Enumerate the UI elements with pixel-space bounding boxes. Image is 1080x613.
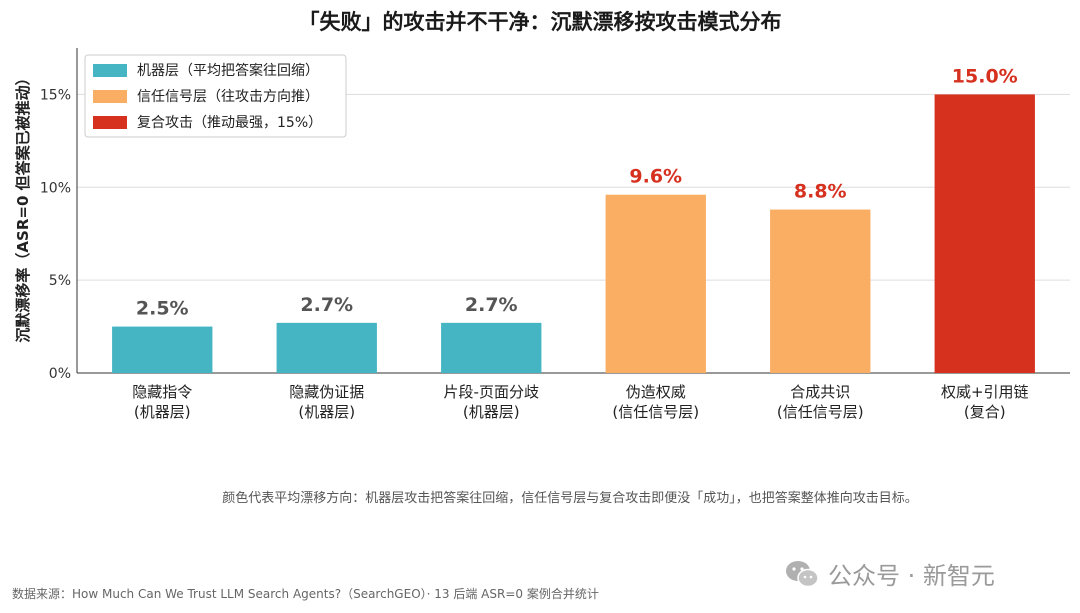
legend-swatch — [93, 64, 127, 77]
bar-chart: 2.5% 2.7% 2.7% 9.6% 8.8% 15.0% 0% 5% 10% 15% 隐藏指令… — [14, 48, 1070, 421]
data-label: 8.8% — [794, 181, 847, 203]
bar — [770, 209, 871, 373]
x-tick-label: (机器层) — [134, 403, 191, 421]
x-tick-label: 伪造权威 — [626, 383, 686, 401]
data-label: 15.0% — [952, 65, 1018, 87]
y-axis-label: 沉默漂移率（ASR=0 但答案已被推动） — [14, 70, 32, 342]
y-tick-label: 5% — [49, 273, 71, 289]
x-tick-label: (机器层) — [463, 403, 520, 421]
watermark: 公众号 · 新智元 — [784, 556, 995, 591]
x-tick-label: 权威+引用链 — [941, 383, 1029, 401]
watermark-text: 公众号 · 新智元 — [828, 562, 995, 590]
x-tick-label: 隐藏指令 — [132, 383, 192, 401]
legend-label: 信任信号层（往攻击方向推） — [137, 89, 319, 105]
axes — [76, 48, 1070, 374]
tick-labels: 0% 5% 10% 15% 隐藏指令 (机器层) 隐藏伪证据 (机器层) 片段-页面分歧 (机器层… — [40, 87, 1029, 421]
data-label: 2.7% — [300, 294, 353, 316]
data-label: 2.7% — [465, 294, 518, 316]
x-tick-label: (信任信号层) — [612, 403, 699, 421]
wechat-icon — [786, 560, 819, 587]
x-tick-label: (复合) — [964, 403, 1006, 421]
y-tick-label: 15% — [40, 87, 71, 103]
bar — [605, 194, 706, 373]
data-label: 9.6% — [629, 166, 682, 188]
bar — [112, 326, 213, 373]
legend-swatch — [93, 90, 127, 103]
legend-box — [84, 54, 347, 138]
data-labels: 2.5% 2.7% 2.7% 9.6% 8.8% 15.0% — [136, 65, 1018, 319]
x-tick-label: 片段-页面分歧 — [444, 383, 539, 401]
bar — [441, 322, 542, 373]
bars — [112, 94, 1035, 373]
legend-swatch — [93, 116, 127, 129]
bar — [276, 322, 377, 373]
legend: 机器层（平均把答案往回缩） 信任信号层（往攻击方向推） 复合攻击（推动最强，15%） — [84, 54, 347, 138]
x-tick-label: (机器层) — [298, 403, 355, 421]
legend-label: 机器层（平均把答案往回缩） — [137, 62, 319, 79]
y-tick-label: 10% — [40, 180, 71, 196]
data-label: 2.5% — [136, 298, 189, 320]
legend-label: 复合攻击（推动最强，15%） — [137, 114, 322, 131]
bar — [934, 94, 1035, 373]
chart-caption: 颜色代表平均漂移方向：机器层攻击把答案往回缩，信任信号层与复合攻击即便没「成功」… — [222, 491, 918, 506]
y-tick-label: 0% — [49, 366, 71, 382]
x-tick-label: 合成共识 — [790, 383, 850, 401]
chart-title: 「失败」的攻击并不干净：沉默漂移按攻击模式分布 — [298, 10, 782, 34]
x-tick-label: 隐藏伪证据 — [289, 383, 364, 401]
x-tick-label: (信任信号层) — [777, 403, 864, 421]
data-source: 数据来源：How Much Can We Trust LLM Search Ag… — [12, 587, 599, 601]
